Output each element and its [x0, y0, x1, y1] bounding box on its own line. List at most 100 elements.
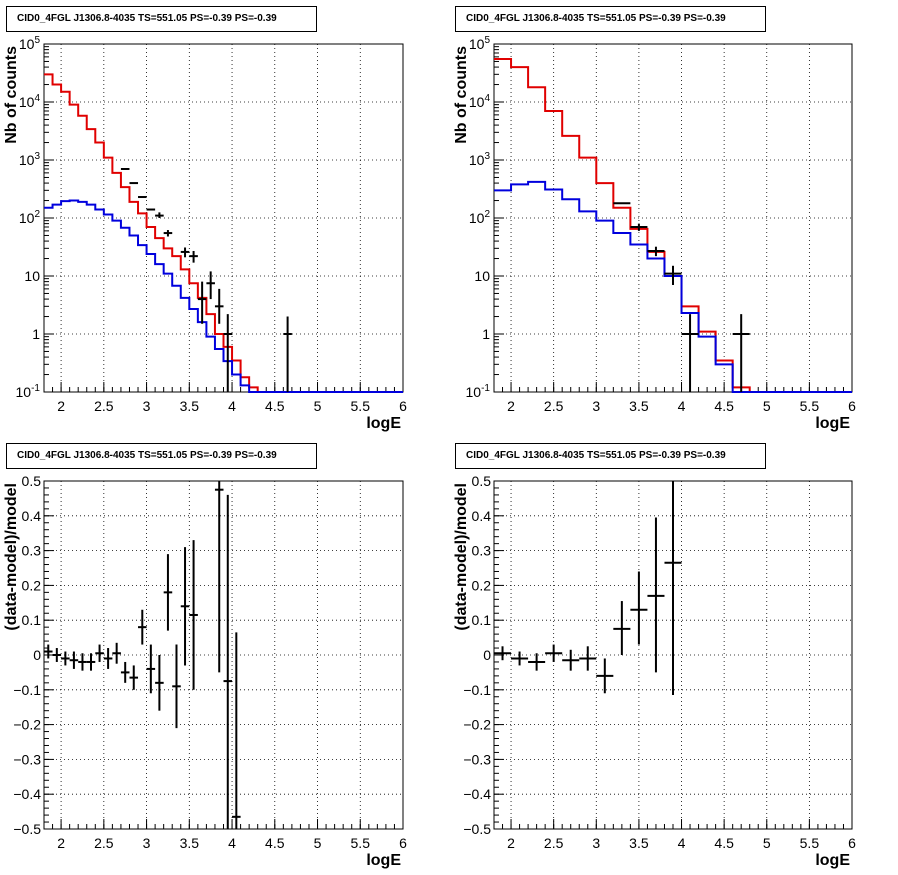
- x-tick-label: 4: [678, 835, 686, 851]
- x-axis-label: logE: [366, 415, 401, 432]
- y-tick-label: 0.5: [22, 473, 42, 489]
- data-point: [180, 547, 190, 666]
- data-point: [69, 651, 79, 669]
- data-point: [189, 250, 198, 263]
- x-tick-label: 4.5: [265, 835, 285, 851]
- data-point: [613, 601, 631, 655]
- data-point: [562, 649, 580, 671]
- y-tick-label: −0.3: [13, 751, 41, 767]
- data-point: [528, 653, 546, 671]
- y-tick-label: −0.5: [463, 821, 491, 837]
- data-point: [163, 554, 173, 631]
- x-tick-label: 3.5: [180, 835, 200, 851]
- data-point: [95, 644, 104, 662]
- data-point: [647, 246, 665, 257]
- y-tick-label: −0.1: [13, 682, 41, 698]
- title-box-3: CID0_4FGL J1306.8-4035 TS=551.05 PS=-0.3…: [6, 443, 317, 469]
- data-point: [545, 644, 563, 662]
- x-tick-label: 4.5: [714, 835, 734, 851]
- x-axis-label: logE: [815, 415, 850, 432]
- y-tick-label: 0.5: [472, 473, 492, 489]
- data-point: [511, 651, 529, 666]
- x-tick-label: 3: [592, 835, 600, 851]
- data-point: [579, 646, 597, 671]
- y-tick-label: 102: [19, 209, 41, 226]
- data-point: [61, 651, 70, 666]
- y-tick-label: 10-1: [16, 383, 41, 400]
- data-point: [214, 288, 224, 324]
- x-tick-label: 3: [143, 398, 151, 414]
- x-tick-label: 2: [57, 398, 65, 414]
- y-tick-label: −0.4: [463, 786, 491, 802]
- y-tick-label: 104: [19, 93, 41, 110]
- x-tick-label: 6: [848, 398, 856, 414]
- data-point: [155, 212, 164, 218]
- x-tick-label: 5.5: [800, 398, 820, 414]
- y-tick-label: −0.3: [463, 751, 491, 767]
- plot-p2: 2 2.5 3 3.5 4 4.5 5 5.5 6 10-1 1 10 102 103 104 105 logE…: [453, 35, 856, 432]
- x-tick-label: 5.5: [351, 398, 371, 414]
- y-axis-label: (data-model)/model: [3, 483, 20, 631]
- series-source-line: [44, 199, 403, 393]
- data-point: [630, 571, 648, 645]
- data-point: [206, 271, 215, 300]
- data-point: [103, 648, 113, 669]
- x-tick-label: 3.5: [180, 398, 200, 414]
- y-tick-label: 1: [482, 326, 490, 342]
- x-tick-label: 5: [763, 398, 771, 414]
- y-tick-label: 104: [469, 93, 491, 110]
- y-tick-label: 103: [469, 151, 491, 168]
- x-tick-label: 3.5: [629, 398, 649, 414]
- x-tick-label: 2: [57, 835, 65, 851]
- y-tick-label: 0.4: [472, 508, 492, 524]
- x-tick-label: 2: [507, 835, 515, 851]
- data-point: [681, 314, 699, 392]
- y-tick-label: 0: [483, 647, 491, 663]
- data-point: [163, 230, 173, 237]
- plot-p4: 2 2.5 3 3.5 4 4.5 5 5.5 6 −0.5 −0.4 −0.3 −0.2 −0.1 0 0.…: [453, 473, 856, 869]
- x-tick-label: 5: [763, 835, 771, 851]
- y-tick-label: 0.1: [22, 612, 42, 628]
- plot-p3: 2 2.5 3 3.5 4 4.5 5 5.5 6 −0.5 −0.4 −0.3 −0.2 −0.1 0 0.…: [3, 473, 407, 869]
- data-point: [172, 644, 181, 729]
- data-point: [494, 646, 512, 661]
- y-axis-label: (data-model)/model: [453, 483, 470, 631]
- y-tick-label: 1: [32, 326, 40, 342]
- title-box-2: CID0_4FGL J1306.8-4035 TS=551.05 PS=-0.3…: [455, 6, 766, 32]
- y-tick-label: −0.2: [13, 717, 41, 733]
- y-tick-label: 0.2: [472, 577, 492, 593]
- x-axis-label: logE: [366, 852, 401, 869]
- y-tick-label: −0.2: [463, 717, 491, 733]
- data-point: [180, 247, 190, 258]
- x-tick-label: 3: [143, 835, 151, 851]
- y-tick-label: 10-1: [466, 383, 491, 400]
- data-point: [283, 316, 292, 392]
- data-point: [596, 658, 614, 694]
- series-total-line: [44, 73, 403, 393]
- x-tick-label: 5: [314, 398, 322, 414]
- data-point: [155, 655, 164, 711]
- data-point: [232, 632, 241, 829]
- data-point: [630, 223, 648, 231]
- data-point: [44, 644, 53, 659]
- data-point: [129, 665, 139, 690]
- y-tick-label: −0.1: [463, 682, 491, 698]
- y-tick-label: 0.4: [22, 508, 42, 524]
- data-point: [78, 653, 87, 671]
- data-point: [138, 609, 147, 645]
- title-box-1: CID0_4FGL J1306.8-4035 TS=551.05 PS=-0.3…: [6, 6, 317, 32]
- y-tick-label: 0.1: [472, 612, 492, 628]
- data-point: [223, 314, 233, 392]
- data-point: [664, 481, 682, 696]
- series-source-line: [494, 180, 852, 393]
- y-tick-label: 0: [33, 647, 41, 663]
- x-tick-label: 4: [228, 835, 236, 851]
- x-tick-label: 4.5: [265, 398, 285, 414]
- y-tick-label: 10: [24, 268, 40, 284]
- data-point: [647, 517, 665, 673]
- x-tick-label: 4: [228, 398, 236, 414]
- y-tick-label: 103: [19, 151, 41, 168]
- data-point: [86, 653, 96, 671]
- y-tick-label: 0.3: [472, 543, 492, 559]
